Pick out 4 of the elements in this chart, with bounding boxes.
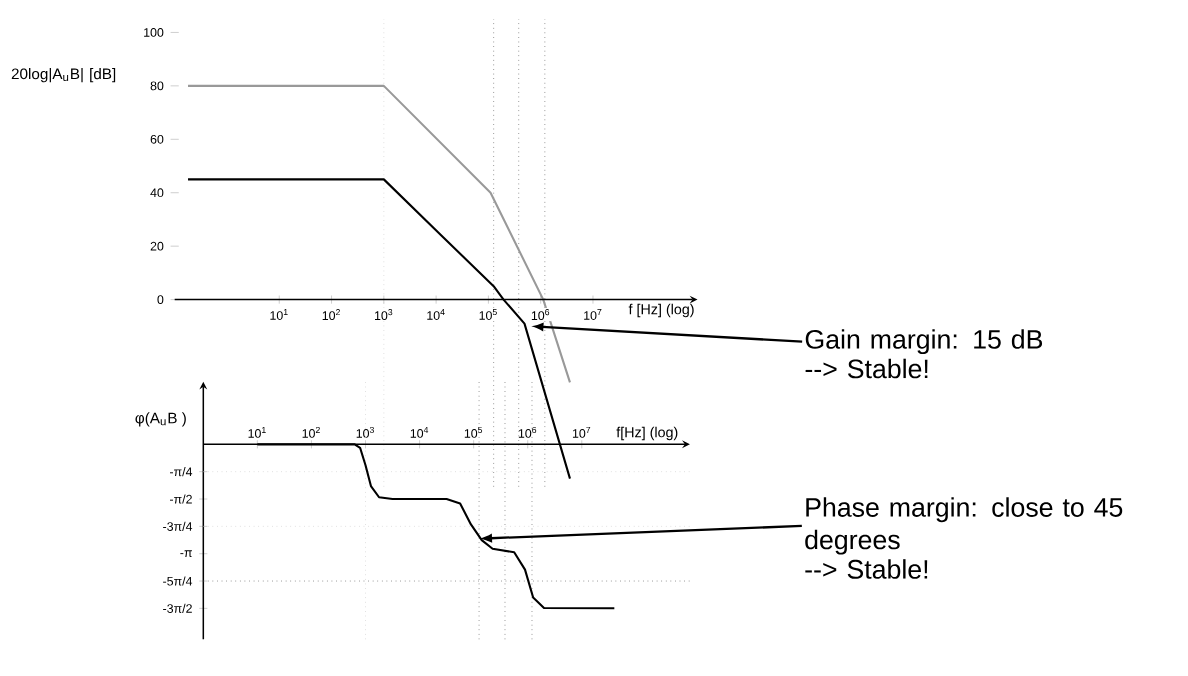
annotation: Gain margin: 15 dB [805,329,1043,355]
text: --> Stable! [805,559,928,580]
annotation: Phase margin: close to 45 degrees [805,497,1123,555]
text: --> Stable! [805,358,928,379]
